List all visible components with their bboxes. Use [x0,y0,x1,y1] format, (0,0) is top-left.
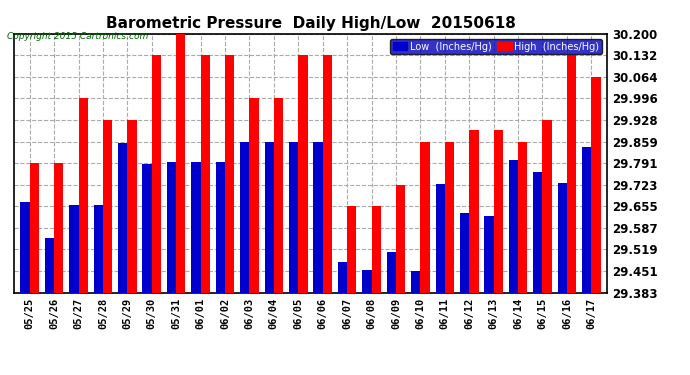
Bar [313,142,323,292]
Bar [79,98,88,292]
Bar [289,142,298,292]
Bar [152,55,161,292]
Bar [225,55,235,292]
Text: Copyright 2015 Cartronics.com: Copyright 2015 Cartronics.com [7,32,148,41]
Bar [176,34,186,292]
Bar [338,262,347,292]
Bar [558,183,567,292]
Bar [396,185,405,292]
Bar [493,130,503,292]
Bar [69,205,79,292]
Bar [542,120,552,292]
Bar [191,162,201,292]
Bar [21,202,30,292]
Bar [274,98,283,292]
Bar [435,184,445,292]
Bar [264,142,274,292]
Bar [347,206,357,292]
Bar [323,55,332,292]
Bar [201,55,210,292]
Bar [103,120,112,292]
Bar [118,143,128,292]
Bar [45,238,54,292]
Bar [54,163,63,292]
Bar [216,162,225,292]
Title: Barometric Pressure  Daily High/Low  20150618: Barometric Pressure Daily High/Low 20150… [106,16,515,31]
Bar [567,55,576,292]
Bar [420,142,430,292]
Bar [460,213,469,292]
Bar [591,77,600,292]
Bar [240,142,250,292]
Bar [582,147,591,292]
Bar [167,162,176,292]
Bar [509,160,518,292]
Bar [128,120,137,292]
Bar [445,142,454,292]
Legend: Low  (Inches/Hg), High  (Inches/Hg): Low (Inches/Hg), High (Inches/Hg) [390,39,602,54]
Bar [469,130,478,292]
Bar [30,163,39,292]
Bar [298,55,308,292]
Bar [94,205,103,292]
Bar [143,164,152,292]
Bar [250,98,259,292]
Bar [518,142,527,292]
Bar [484,216,493,292]
Bar [533,172,542,292]
Bar [371,206,381,292]
Bar [386,252,396,292]
Bar [362,270,371,292]
Bar [411,271,420,292]
